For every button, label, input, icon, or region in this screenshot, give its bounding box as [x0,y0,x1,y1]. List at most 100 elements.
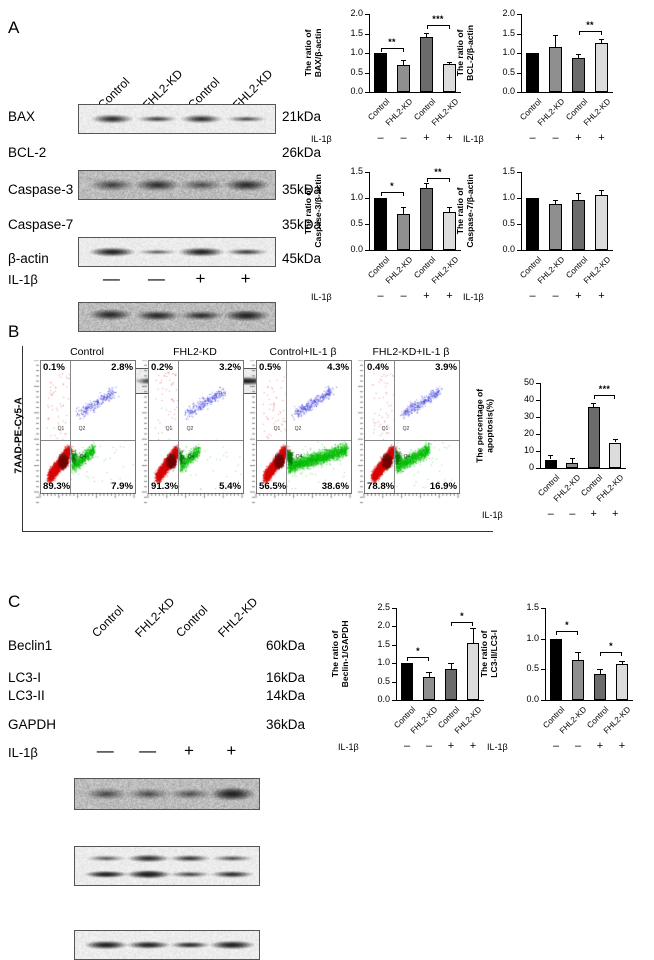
flow-q1-percent-0: 0.1% [43,362,65,373]
panel-c-lc3-errorbar-3 [621,661,623,664]
panel-b-apoptosis-ytick-4 [536,400,540,401]
panel-c-beclin1-ytick-0 [392,700,396,701]
panel-c-mw-lc3-ii: 14kDa [266,688,306,703]
flow-q2-percent-2: 4.3% [327,362,349,373]
flow-q3-percent-1: 91.3% [151,481,179,492]
panel-c-lc3-bar-2 [593,674,607,700]
panel-a-treatment-3: + [240,269,251,288]
panel-a-bcl2-errorcap-3 [598,38,605,40]
panel-c-treatment-2: + [184,741,194,760]
panel-a-bax-treatment-3: + [446,132,453,144]
panel-c-lc3-x-axis [545,700,633,702]
panel-b-apoptosis-errorbar-3 [614,439,616,443]
panel-a-caspase3-bar-0 [374,198,387,250]
panel-b-apoptosis-ytick-0 [536,468,540,469]
panel-c-lc3-errorcap-1 [575,652,581,654]
panel-c-lc3-treatment-3: + [618,740,626,752]
panel-a-caspase7-errorcap-1 [552,199,559,201]
panel-c-lc3-yticklabel-1: 0.5 [526,663,539,674]
panel-a-caspase7-yticklabel-1: 0.5 [502,218,515,228]
panel-a-caspase3-treatment-3: + [446,290,453,302]
flow-q1-percent-3: 0.4% [367,362,389,373]
panel-a-caspase3-errorbar-3 [449,207,450,212]
panel-a-caspase3-yticklabel-2: 1.0 [350,192,363,202]
panel-b-apoptosis-errorcap-0 [548,454,554,456]
panel-a-caspase7-y-axis [521,172,523,250]
panel-a-bax-y-axis [369,14,371,92]
panel-a-bcl2-ytick-2 [517,53,521,54]
panel-a-mw-3: 35kDa [282,217,322,232]
flow-plot-1: 0.2% 3.2% 91.3% 5.4% Q1 Q2 Q3 Q4 [148,360,244,494]
panel-a-caspase7-bar-1 [549,204,562,250]
panel-a-blot-3 [78,302,276,332]
panel-b-frame [22,346,493,532]
flow-quadrant-divider-horizontal [149,439,243,441]
panel-c-lc3-ytick-3 [541,608,545,609]
panel-c-blot-gapdh [74,930,260,960]
panel-a-bax-yticklabel-3: 1.5 [350,27,363,38]
panel-a-bax-bar-2 [420,37,433,92]
panel-a-bax-sig-text-0: ** [388,37,396,48]
flow-quadrant-name-q1-1: Q1 [165,425,173,432]
flow-plot-0: 0.1% 2.8% 89.3% 7.9% Q1 Q2 Q3 Q4 [40,360,136,494]
panel-a-bax-x-axis [369,92,461,94]
flow-q4-percent-1: 5.4% [219,481,241,492]
panel-c-lc3-yticklabel-2: 1.0 [526,632,539,643]
panel-a-caspase7-ytick-3 [517,172,521,173]
panel-b-apoptosis-ytick-3 [536,417,540,418]
panel-a-bcl2-sig-bracket-0 [578,31,602,36]
panel-a-protein-bax: BAX [8,109,36,124]
panel-a-bax-yticklabel-2: 1.0 [350,47,363,57]
panel-b-apoptosis-treatment-label: IL-1β [482,510,503,520]
panel-c-blot-beclin1 [74,778,260,810]
panel-c-lane-label-3: FHL2-KD [215,594,261,640]
panel-a-bcl2-bar-1 [549,46,562,92]
panel-a-mw-4: 45kDa [282,251,322,266]
panel-a-caspase7-bar-3 [595,194,608,250]
panel-a-caspase7-treatment-3: + [598,290,605,302]
panel-a-caspase3-y-axis [369,172,371,250]
panel-a-caspase3-treatment-1: – [400,290,407,302]
flow-q1-percent-1: 0.2% [151,362,173,373]
panel-c-lc3-yticklabel-0: 0.0 [526,694,539,704]
panel-b-apoptosis-treatment-2: + [590,508,597,520]
panel-a-caspase7-yticklabel-0: 0.0 [502,244,515,254]
panel-c-lane-label-0: Control [89,602,127,640]
panel-a-bax-yticklabel-4: 2.0 [350,8,363,18]
flow-q4-percent-0: 7.9% [111,481,133,492]
panel-b-apoptosis-bar-3 [609,442,622,468]
panel-c-beclin1-errorcap-1 [426,671,432,673]
panel-a-caspase7-treatment-2: + [575,290,582,302]
panel-c-protein-lc3-ii: LC3-II [8,688,45,703]
panel-a-caspase3-yticklabel-1: 0.5 [350,218,363,228]
panel-c-treatment-0: — [96,741,114,760]
panel-a-caspase3-x-axis [369,250,461,252]
panel-c-protein-beclin1: Beclin1 [8,638,53,653]
panel-b-apoptosis-bar-2 [587,406,600,468]
panel-a-mw-0: 21kDa [282,109,322,124]
panel-b-apoptosis-yticklabel-2: 20 [523,428,534,438]
panel-c-beclin1-treatment-label: IL-1β [338,742,359,752]
panel-c-lc3-sig-bracket-1 [600,652,622,657]
panel-a-caspase7-ytick-0 [517,250,521,251]
panel-a-bcl2-treatment-1: – [552,132,559,144]
panel-a-bax-ylabel: The ratio of BAX/β-actin [303,28,323,78]
panel-a-bcl2-yticklabel-0: 0.0 [502,86,515,96]
panel-a-bax-errorbar-1 [403,60,404,66]
panel-c-lc3-errorbar-2 [599,669,601,675]
flow-quadrant-name-q4-2: Q4 [295,453,303,460]
panel-a-bcl2-y-axis [521,14,523,92]
flow-quadrant-name-q3-3: Q3 [382,453,390,460]
panel-c-beclin1-x-axis [396,700,484,702]
blot-film [79,303,275,331]
panel-a-protein-bcl-2: BCL-2 [8,145,47,160]
panel-c-lc3-bar-0 [549,638,563,700]
panel-a-caspase7-errorbar-2 [578,192,579,201]
flow-quadrant-name-q1-2: Q1 [273,425,281,432]
panel-a-blot-1 [78,170,276,200]
panel-b-apoptosis-y-axis [540,383,542,468]
panel-a-bax-sig-text-1: *** [432,13,444,24]
panel-c-treatment-1: — [139,741,157,760]
panel-a-mw-1: 26kDa [282,145,322,160]
panel-c-mw-gapdh: 36kDa [266,717,306,732]
